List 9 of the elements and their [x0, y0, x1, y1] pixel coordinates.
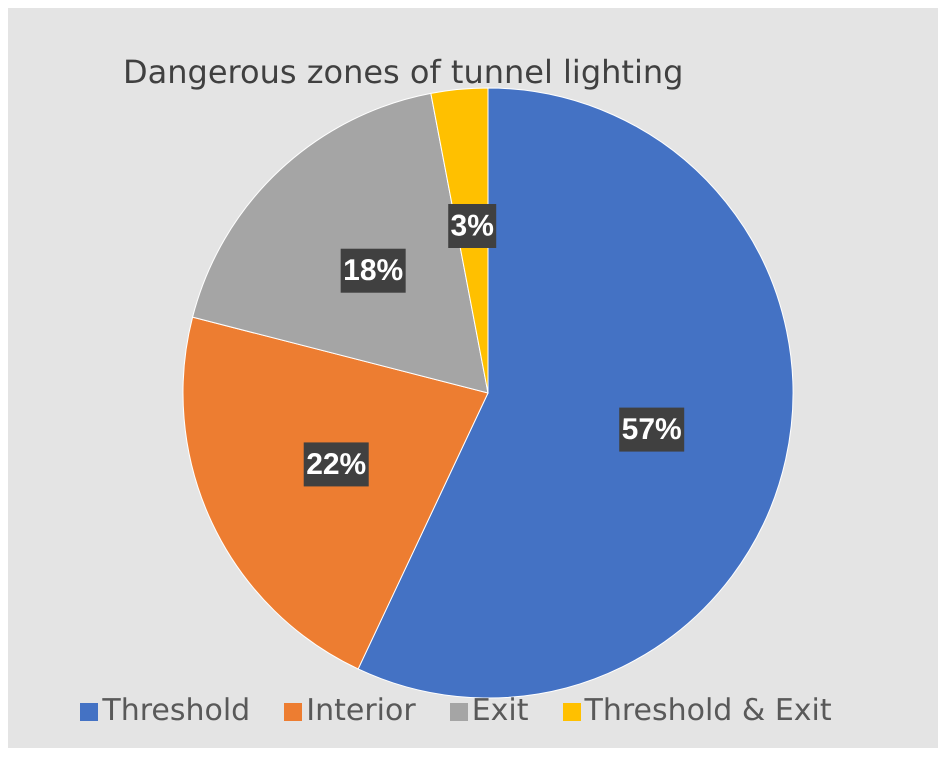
data-label: 22%	[306, 448, 366, 481]
data-label: 57%	[622, 413, 682, 446]
chart-title: Dangerous zones of tunnel lighting	[123, 53, 684, 91]
legend-label: Threshold & Exit	[584, 693, 832, 728]
data-label: 3%	[450, 209, 494, 242]
legend-label: Threshold	[102, 693, 250, 728]
legend-label: Exit	[472, 693, 528, 728]
data-label: 18%	[343, 254, 404, 288]
legend-label: Interior	[306, 693, 416, 728]
